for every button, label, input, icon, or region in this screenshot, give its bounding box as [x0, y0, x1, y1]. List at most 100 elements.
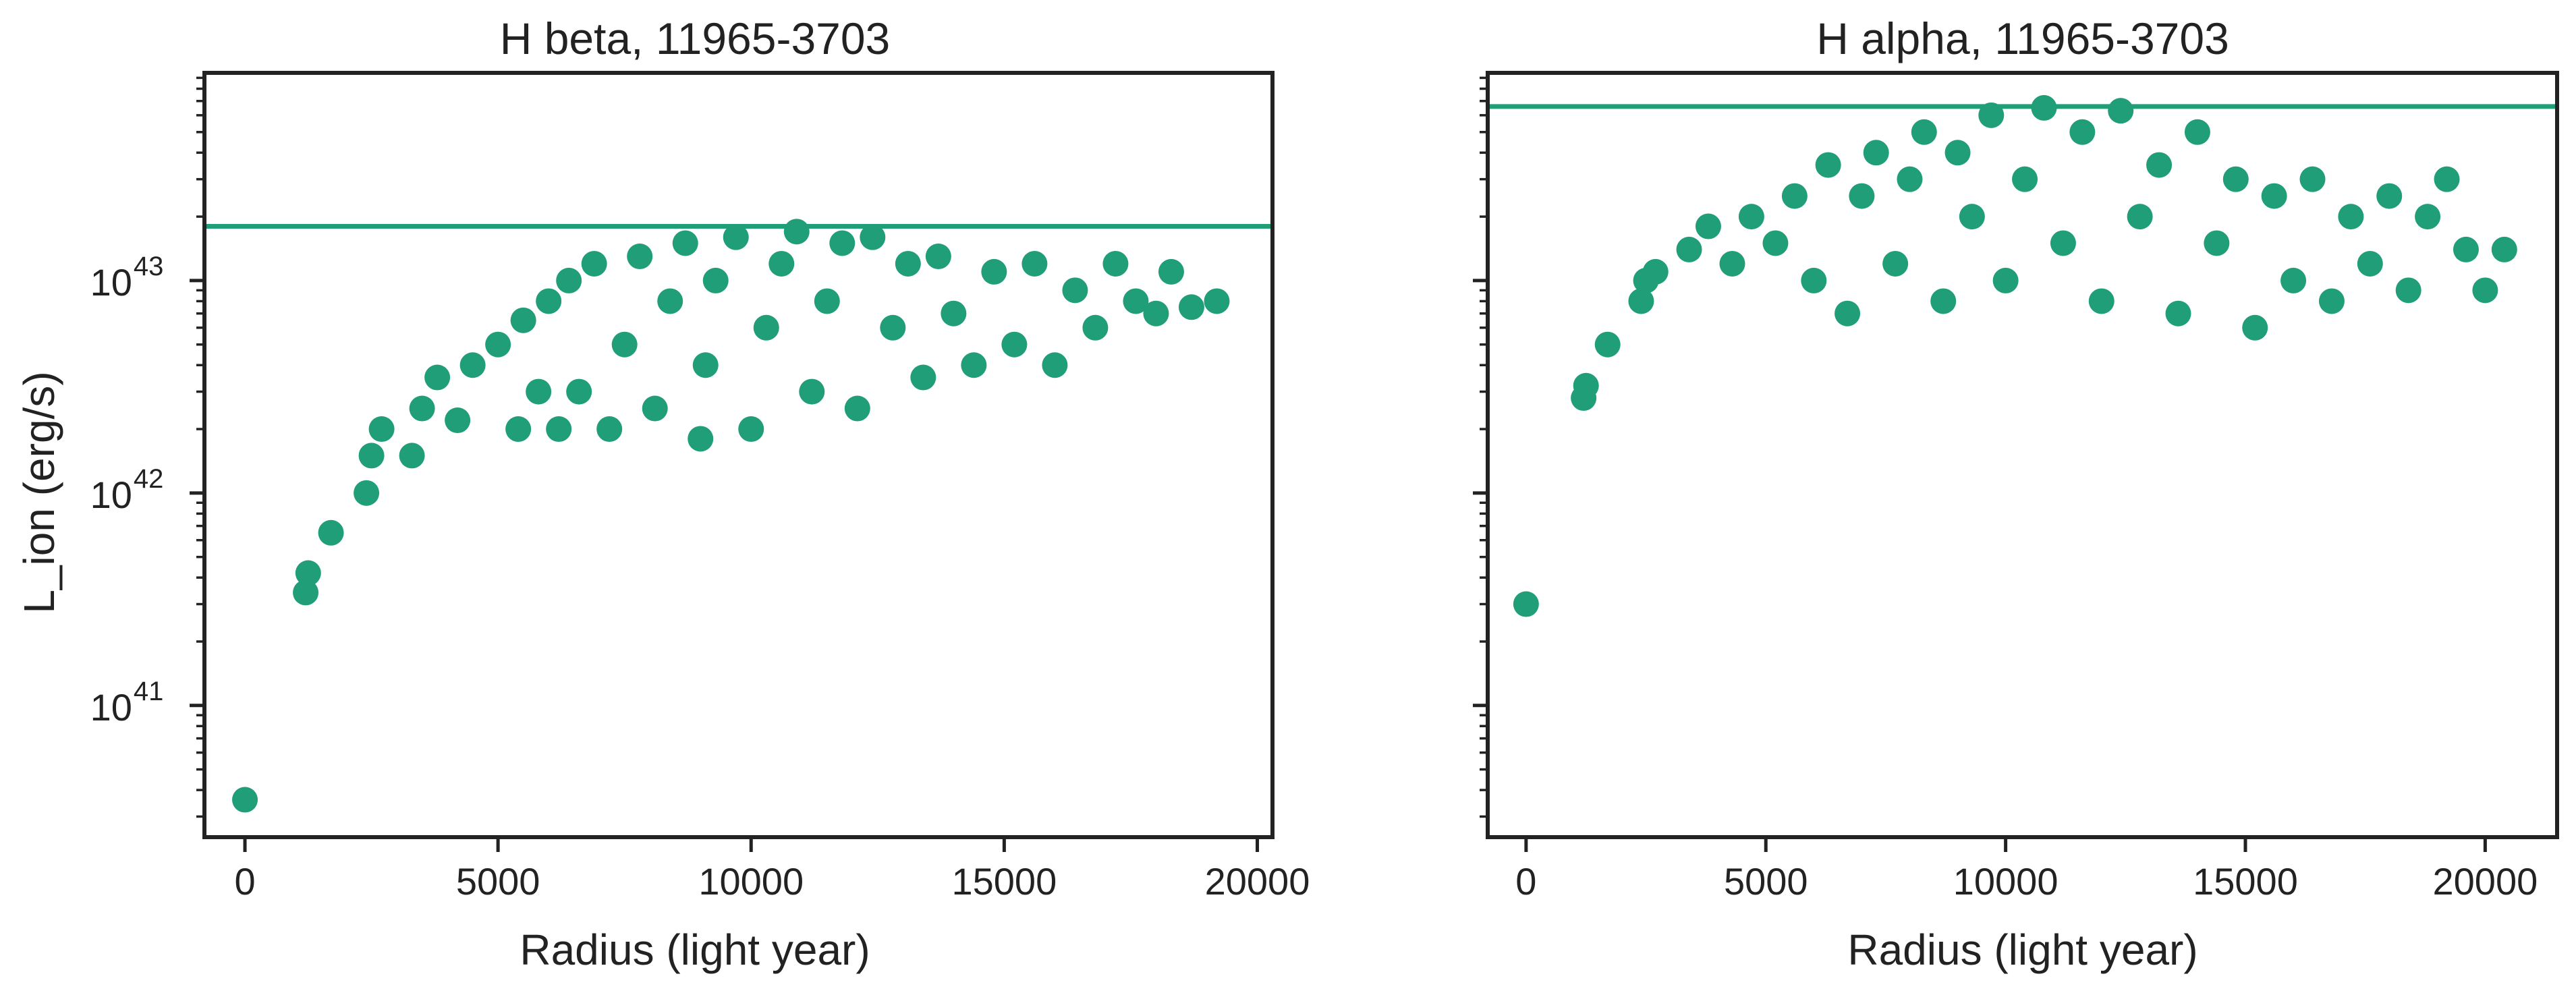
scatter-point	[829, 230, 856, 256]
scatter-point	[2204, 230, 2230, 256]
scatter-point	[1021, 250, 1048, 277]
scatter-point	[753, 314, 779, 341]
x-tick-label: 10000	[1953, 860, 2059, 903]
x-tick-label: 20000	[2433, 860, 2538, 903]
scatter-point	[2050, 230, 2076, 256]
scatter-point	[2357, 250, 2383, 277]
plot-frame	[1486, 71, 2559, 839]
scatter-point	[1573, 372, 1599, 399]
scatter-point	[2222, 166, 2249, 192]
scatter-point	[1594, 331, 1621, 358]
scatter-point	[1781, 183, 1808, 209]
scatter-point	[2127, 204, 2153, 230]
scatter-point	[510, 307, 536, 333]
scatter-point	[1762, 230, 1789, 256]
scatter-point	[2184, 119, 2210, 145]
y-tick-label: 1041	[90, 677, 164, 729]
scatter-point	[880, 314, 906, 341]
scatter-point	[1944, 140, 1971, 166]
scatter-point	[860, 224, 886, 250]
scatter-point	[2280, 267, 2307, 293]
scatter-point	[424, 364, 451, 391]
scatter-point	[293, 579, 319, 606]
scatter-point	[981, 258, 1007, 285]
scatter-point	[895, 250, 921, 277]
chart-title: H beta, 11965-3703	[500, 13, 891, 63]
scatter-point	[799, 378, 825, 405]
scatter-point	[1897, 166, 1923, 192]
scatter-point	[526, 378, 552, 405]
scatter-point	[1062, 277, 1088, 304]
scatter-point	[1835, 300, 1861, 326]
scatter-point	[2376, 183, 2403, 209]
scatter-point	[2261, 183, 2287, 209]
scatter-point	[2395, 277, 2421, 304]
scatter-point	[2088, 288, 2115, 314]
scatter-point	[738, 416, 764, 443]
scatter-point	[941, 300, 967, 326]
scatter-point	[1143, 300, 1169, 326]
x-tick-label: 10000	[698, 860, 804, 903]
scatter-point	[1158, 258, 1184, 285]
scatter-point	[1719, 250, 1745, 277]
scatter-point	[409, 395, 435, 422]
scatter-point	[566, 378, 592, 405]
scatter-point	[2108, 98, 2134, 124]
x-axis-label: Radius (light year)	[520, 926, 870, 974]
scatter-point	[1849, 183, 1875, 209]
scatter-point	[2491, 236, 2517, 262]
scatter-point	[1082, 314, 1109, 341]
scatter-point	[2069, 119, 2096, 145]
scatter-layer	[204, 219, 1272, 813]
x-tick-label: 5000	[1724, 860, 1808, 903]
scatter-point	[925, 244, 951, 270]
scatter-point	[2338, 204, 2364, 230]
x-tick-label: 5000	[456, 860, 540, 903]
chart-h-beta: H beta, 11965-3703 L_ion (erg/s) Radius …	[15, 13, 1310, 974]
scatter-point	[2012, 166, 2038, 192]
scatter-point	[546, 416, 572, 443]
y-tick-label: 1043	[90, 252, 164, 304]
scatter-point	[232, 787, 258, 813]
scatter-point	[1204, 288, 1230, 314]
scatter-point	[318, 519, 344, 546]
scatter-point	[768, 250, 795, 277]
scatter-point	[2031, 94, 2057, 121]
scatter-point	[1801, 267, 1827, 293]
x-tick-label: 20000	[1205, 860, 1310, 903]
scatter-point	[1992, 267, 2019, 293]
plot-frame	[202, 71, 1275, 839]
x-tick-label: 15000	[2193, 860, 2298, 903]
scatter-point	[910, 364, 936, 391]
scatter-point	[1513, 591, 1539, 617]
scatter-point	[358, 443, 385, 469]
scatter-point	[556, 267, 582, 293]
x-tick-label: 0	[234, 860, 255, 903]
scatter-point	[1042, 352, 1068, 378]
x-tick-label: 15000	[952, 860, 1057, 903]
scatter-point	[1001, 331, 1028, 358]
tick-layer: 0 5000 10000 15000 20000 1041 1042 1043	[90, 76, 1310, 903]
scatter-point	[2472, 277, 2498, 304]
scatter-point	[1978, 102, 2005, 128]
scatter-point	[1863, 140, 1889, 166]
scatter-point	[1628, 288, 1654, 314]
scatter-point	[2146, 152, 2173, 178]
scatter-point	[2453, 236, 2479, 262]
chart-h-alpha: H alpha, 11965-3703 Radius (light year) …	[1473, 13, 2559, 974]
scatter-point	[961, 352, 987, 378]
scatter-point	[581, 250, 607, 277]
y-axis-label: L_ion (erg/s)	[15, 371, 63, 613]
scatter-point	[1738, 204, 1764, 230]
scatter-point	[536, 288, 562, 314]
scatter-point	[399, 443, 425, 469]
scatter-point	[783, 219, 810, 245]
scatter-point	[596, 416, 623, 443]
scatter-point	[1102, 250, 1129, 277]
scatter-point	[844, 395, 870, 422]
scatter-point	[505, 416, 532, 443]
scatter-point	[2434, 166, 2460, 192]
scatter-point	[445, 407, 471, 434]
scatter-point	[723, 224, 749, 250]
y-tick-label: 1042	[90, 464, 164, 516]
